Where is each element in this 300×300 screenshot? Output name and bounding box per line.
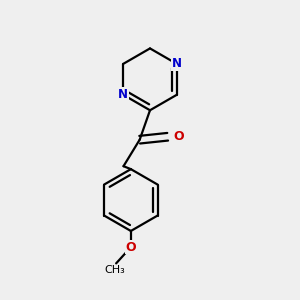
Text: CH₃: CH₃	[104, 265, 125, 275]
Text: O: O	[173, 130, 184, 143]
Text: O: O	[125, 241, 136, 254]
Text: N: N	[118, 88, 128, 101]
Text: N: N	[172, 57, 182, 70]
